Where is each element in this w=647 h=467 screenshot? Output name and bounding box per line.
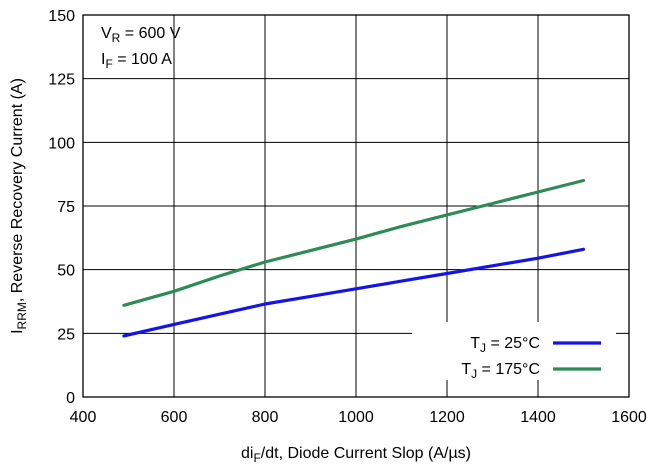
y-tick-label: 25 — [57, 326, 75, 343]
y-tick-label: 150 — [48, 8, 75, 25]
annotations: VR = 600 V IF = 100 A — [101, 25, 181, 71]
x-tick-label: 1000 — [338, 409, 374, 426]
plot-frame — [82, 14, 630, 398]
x-tick-label: 800 — [252, 409, 279, 426]
x-tick-label: 400 — [70, 409, 97, 426]
x-tick-label: 1400 — [520, 409, 556, 426]
legend-label-1: TJ = 25°C — [470, 335, 540, 355]
x-tick-label: 1600 — [611, 409, 647, 426]
tick-labels: 400 600 800 1000 1200 1400 1600 0 25 50 75 100 125 15… — [48, 8, 647, 426]
x-tick-label: 1200 — [429, 409, 465, 426]
x-axis-title: diF/dt, Diode Current Slop (A/µs) — [241, 445, 471, 465]
legend: TJ = 25°C TJ = 175°C — [412, 322, 616, 381]
y-tick-label: 50 — [57, 263, 75, 280]
series-line-1 — [122, 247, 586, 338]
y-tick-label: 75 — [57, 199, 75, 216]
legend-label-2: TJ = 175°C — [461, 361, 540, 381]
y-axis-title: IRRM, Reverse Recovery Current (A) — [9, 78, 29, 334]
y-tick-label: 125 — [48, 72, 75, 89]
x-tick-label: 600 — [161, 409, 188, 426]
annotation-1: VR = 600 V — [101, 25, 181, 45]
annotation-2: IF = 100 A — [101, 51, 172, 71]
series-line-2 — [122, 178, 586, 307]
y-tick-label: 0 — [66, 390, 75, 407]
grid — [83, 15, 629, 397]
series-lines — [122, 178, 586, 338]
y-tick-label: 100 — [48, 135, 75, 152]
